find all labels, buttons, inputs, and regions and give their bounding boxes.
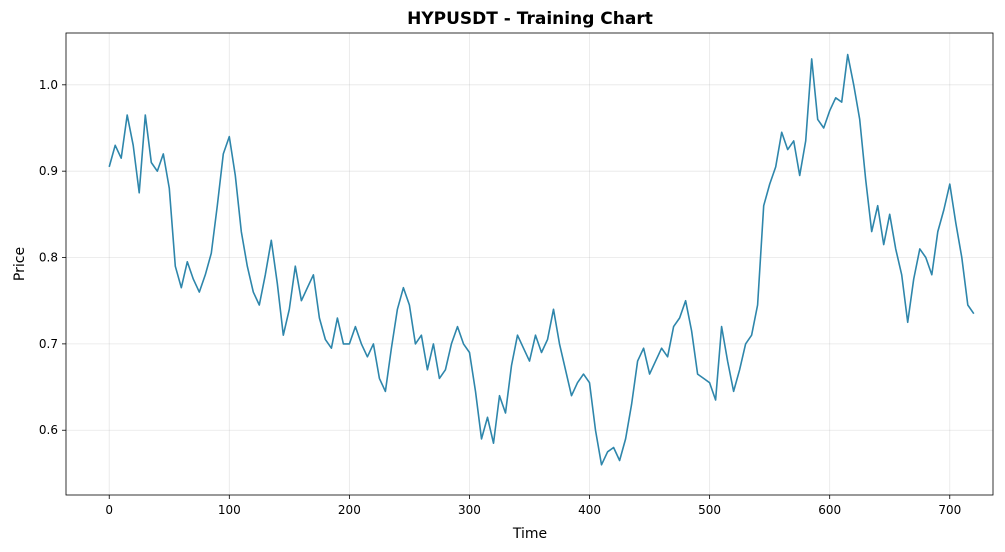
y-axis-label: Price (12, 247, 28, 281)
x-axis-ticks: 0 100 200 300 400 500 600 700 (105, 495, 961, 517)
y-tick-label: 1.0 (39, 78, 58, 92)
y-tick-label: 0.6 (39, 423, 58, 437)
x-tick-label: 500 (698, 503, 721, 517)
plot-area-frame (65, 32, 994, 496)
x-tick-label: 600 (818, 503, 841, 517)
x-tick-label: 700 (938, 503, 961, 517)
price-series-line (108, 53, 975, 466)
y-tick-label: 0.7 (39, 337, 58, 351)
x-tick-label: 400 (578, 503, 601, 517)
x-tick-label: 200 (338, 503, 361, 517)
y-tick-label: 0.9 (39, 164, 58, 178)
chart-title: HYPUSDT - Training Chart (407, 9, 653, 29)
y-tick-label: 0.8 (39, 251, 58, 265)
grid-lines (66, 33, 993, 495)
x-tick-label: 100 (218, 503, 241, 517)
x-tick-label: 300 (458, 503, 481, 517)
x-axis-label: Time (512, 526, 547, 542)
y-axis-ticks: 0.6 0.7 0.8 0.9 1.0 (39, 78, 66, 437)
x-tick-label: 0 (105, 503, 113, 517)
